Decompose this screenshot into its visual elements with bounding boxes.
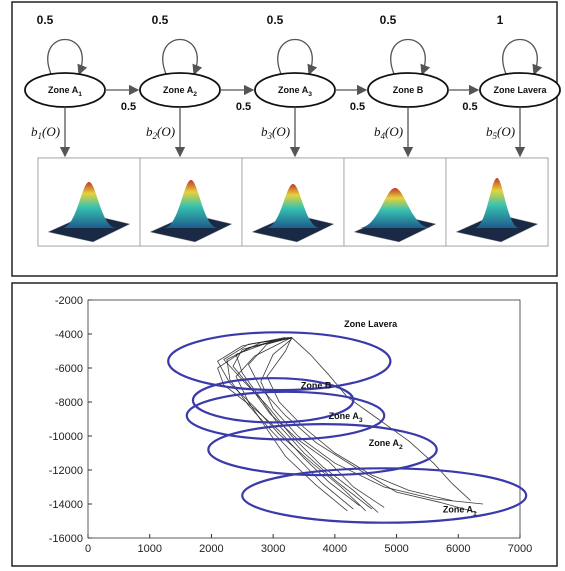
- emission-symbol: b2(O): [146, 124, 175, 141]
- trajectory-line: [217, 337, 366, 512]
- trajectory-line: [223, 337, 379, 513]
- y-tick-label: -2000: [55, 295, 83, 307]
- density-peak: [266, 184, 320, 228]
- hmm-diagram: 0.5 Zone A1 b1(O) 0.5 Zone A2 b2(O) 0.5 Zone A3…: [11, 1, 561, 277]
- trajectory-line: [217, 337, 360, 507]
- emission-symbol: b1(O): [31, 124, 60, 141]
- y-tick-label: -4000: [55, 329, 83, 341]
- x-tick-label: 3000: [261, 543, 285, 555]
- self-transition-prob: 0.5: [267, 13, 284, 27]
- x-tick-label: 0: [85, 543, 91, 555]
- trajectory-line: [266, 337, 453, 501]
- x-tick-label: 7000: [508, 543, 532, 555]
- self-transition-prob: 0.5: [37, 13, 54, 27]
- density-peak: [62, 182, 116, 228]
- y-tick-label: -8000: [55, 397, 83, 409]
- trajectory-line: [291, 337, 471, 501]
- state-label: Zone B: [393, 85, 424, 95]
- zone-ellipse: [241, 467, 528, 524]
- y-tick-label: -14000: [49, 499, 83, 511]
- emission-symbol: b4(O): [374, 124, 403, 141]
- y-tick-label: -16000: [49, 533, 83, 545]
- zone-label: Zone A1: [443, 505, 477, 518]
- trajectory-line: [260, 338, 484, 505]
- trajectory-line: [235, 337, 348, 512]
- zone-ellipse: [191, 377, 355, 424]
- zone-label: Zone B: [301, 380, 332, 390]
- zone-label: Zone A3: [329, 411, 363, 424]
- self-loop-arrow: [162, 39, 203, 76]
- transition-prob: 0.5: [121, 101, 136, 113]
- density-peak: [475, 178, 519, 228]
- transition-prob: 0.5: [236, 101, 251, 113]
- state-label: Zone Lavera: [493, 85, 547, 95]
- x-tick-label: 4000: [323, 543, 347, 555]
- y-tick-label: -6000: [55, 363, 83, 375]
- zone-ellipse: [185, 390, 386, 441]
- self-transition-prob: 1: [497, 13, 504, 27]
- self-loop-arrow: [502, 39, 543, 76]
- x-tick-label: 1000: [137, 543, 161, 555]
- zone-ellipse: [207, 423, 438, 477]
- x-tick-label: 6000: [446, 543, 470, 555]
- emission-symbol: b3(O): [261, 124, 290, 141]
- state-label: Zone A3: [278, 85, 312, 98]
- density-peak: [164, 180, 218, 228]
- self-loop-arrow: [47, 39, 88, 76]
- zone-ellipse: [167, 331, 392, 392]
- zone-label: Zone Lavera: [344, 319, 398, 329]
- zone-label: Zone A2: [369, 438, 403, 451]
- transition-prob: 0.5: [350, 101, 365, 113]
- self-transition-prob: 0.5: [380, 13, 397, 27]
- self-transition-prob: 0.5: [152, 13, 169, 27]
- transition-prob: 0.5: [462, 101, 477, 113]
- x-tick-label: 2000: [199, 543, 223, 555]
- state-label: Zone A1: [48, 85, 82, 98]
- self-loop-arrow: [277, 39, 318, 76]
- self-loop-arrow: [390, 39, 431, 76]
- emission-symbol: b5(O): [486, 124, 515, 141]
- state-label: Zone A2: [163, 85, 197, 98]
- density-peak: [359, 188, 431, 228]
- y-tick-label: -12000: [49, 465, 83, 477]
- y-tick-label: -10000: [49, 431, 83, 443]
- plot-area: [87, 299, 521, 539]
- x-tick-label: 5000: [384, 543, 408, 555]
- trajectory-line: [232, 338, 385, 508]
